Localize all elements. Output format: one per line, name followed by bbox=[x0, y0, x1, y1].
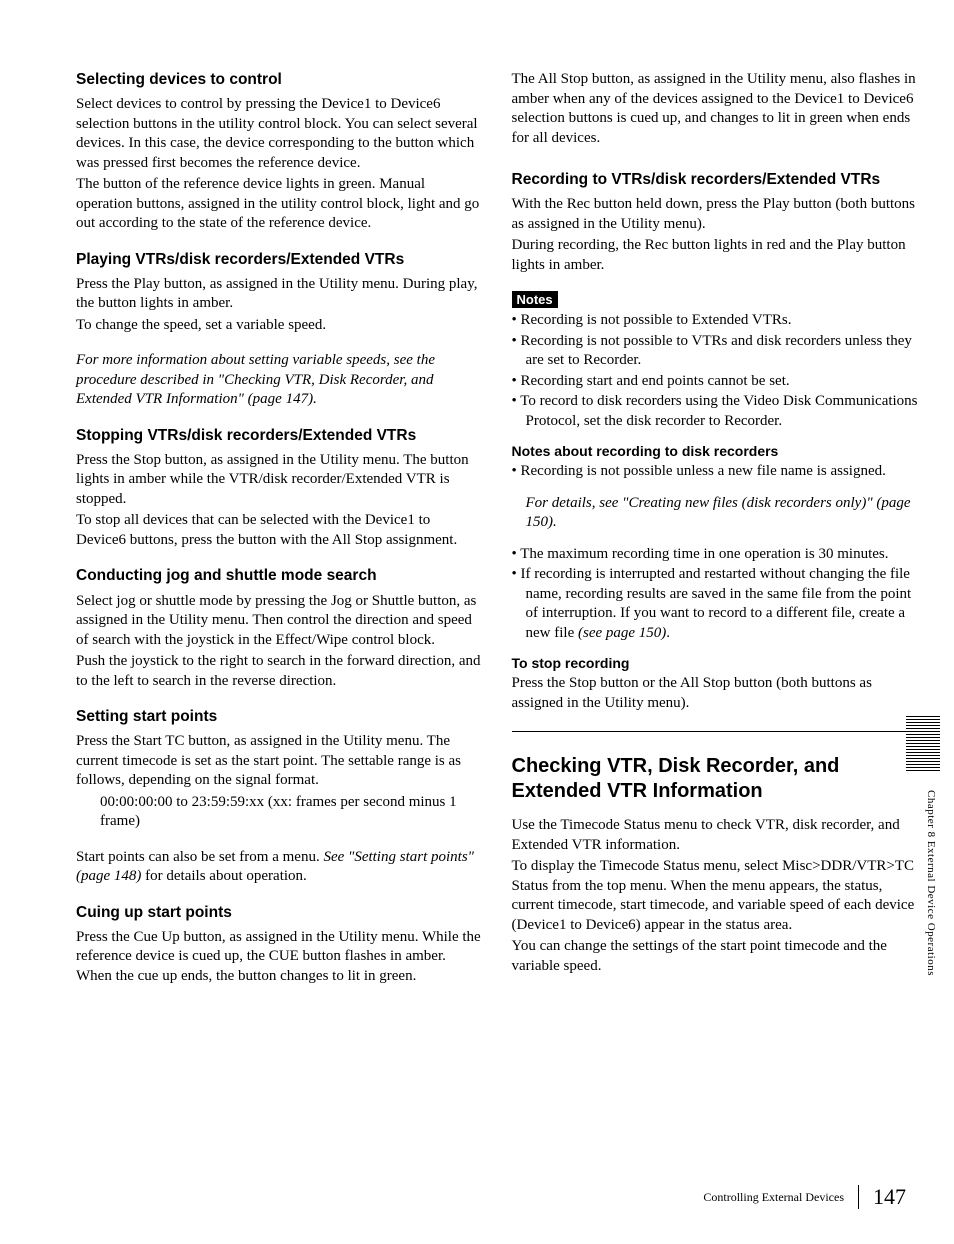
subnotes-heading: Notes about recording to disk recorders bbox=[512, 443, 920, 459]
para: Select jog or shuttle mode by pressing t… bbox=[76, 592, 484, 651]
subnotes-list: Recording is not possible unless a new f… bbox=[512, 462, 920, 482]
para: Use the Timecode Status menu to check VT… bbox=[512, 816, 920, 855]
para: To display the Timecode Status menu, sel… bbox=[512, 857, 920, 935]
heading-setting-start-points: Setting start points bbox=[76, 707, 484, 727]
heading-recording: Recording to VTRs/disk recorders/Extende… bbox=[512, 170, 920, 190]
notes-label: Notes bbox=[512, 291, 558, 308]
para: With the Rec button held down, press the… bbox=[512, 195, 920, 234]
chapter-side-label: Chapter 8 External Device Operations bbox=[925, 790, 937, 976]
page-footer: Controlling External Devices 147 bbox=[703, 1184, 906, 1210]
list-item: To record to disk recorders using the Vi… bbox=[512, 392, 920, 431]
stop-recording-heading: To stop recording bbox=[512, 655, 920, 671]
timecode-range: 00:00:00:00 to 23:59:59:xx (xx: frames p… bbox=[100, 793, 484, 832]
list-item: Recording is not possible to VTRs and di… bbox=[512, 332, 920, 371]
heading-cuing-up: Cuing up start points bbox=[76, 903, 484, 923]
text: . bbox=[666, 625, 670, 641]
para: Press the Stop button or the All Stop bu… bbox=[512, 674, 920, 713]
heading-stopping-vtrs: Stopping VTRs/disk recorders/Extended VT… bbox=[76, 426, 484, 446]
list-item: If recording is interrupted and restarte… bbox=[512, 565, 920, 643]
para: Press the Stop button, as assigned in th… bbox=[76, 451, 484, 510]
cross-reference: (see page 150) bbox=[578, 625, 666, 641]
list-item: Recording start and end points cannot be… bbox=[512, 372, 920, 392]
heading-selecting-devices: Selecting devices to control bbox=[76, 70, 484, 90]
content-columns: Selecting devices to control Select devi… bbox=[76, 70, 919, 988]
para: To stop all devices that can be selected… bbox=[76, 511, 484, 550]
list-item: Recording is not possible to Extended VT… bbox=[512, 311, 920, 331]
cross-reference: For more information about setting varia… bbox=[76, 351, 484, 410]
para: During recording, the Rec button lights … bbox=[512, 236, 920, 275]
para: The All Stop button, as assigned in the … bbox=[512, 70, 920, 148]
cross-reference: For details, see "Creating new files (di… bbox=[526, 494, 920, 533]
heading-jog-shuttle: Conducting jog and shuttle mode search bbox=[76, 566, 484, 586]
list-item: The maximum recording time in one operat… bbox=[512, 545, 920, 565]
para: Press the Cue Up button, as assigned in … bbox=[76, 928, 484, 987]
notes-list: Recording is not possible to Extended VT… bbox=[512, 311, 920, 431]
para: You can change the settings of the start… bbox=[512, 937, 920, 976]
heading-playing-vtrs: Playing VTRs/disk recorders/Extended VTR… bbox=[76, 250, 484, 270]
list-item: Recording is not possible unless a new f… bbox=[512, 462, 920, 482]
para: Start points can also be set from a menu… bbox=[76, 848, 484, 887]
footer-section-name: Controlling External Devices bbox=[703, 1190, 844, 1205]
left-column: Selecting devices to control Select devi… bbox=[76, 70, 484, 988]
para: Select devices to control by pressing th… bbox=[76, 95, 484, 173]
footer-separator bbox=[858, 1185, 859, 1209]
section-divider bbox=[512, 731, 920, 732]
page-number: 147 bbox=[873, 1184, 906, 1210]
side-tab-marker bbox=[906, 716, 940, 772]
para: Press the Start TC button, as assigned i… bbox=[76, 732, 484, 791]
para: To change the speed, set a variable spee… bbox=[76, 316, 484, 336]
para: Press the Play button, as assigned in th… bbox=[76, 275, 484, 314]
para: Push the joystick to the right to search… bbox=[76, 652, 484, 691]
subnotes-list-2: The maximum recording time in one operat… bbox=[512, 545, 920, 644]
para: The button of the reference device light… bbox=[76, 175, 484, 234]
section-title-checking-vtr: Checking VTR, Disk Recorder, and Extende… bbox=[512, 754, 920, 804]
right-column: The All Stop button, as assigned in the … bbox=[512, 70, 920, 988]
text: for details about operation. bbox=[141, 868, 306, 884]
text: Start points can also be set from a menu… bbox=[76, 849, 323, 865]
